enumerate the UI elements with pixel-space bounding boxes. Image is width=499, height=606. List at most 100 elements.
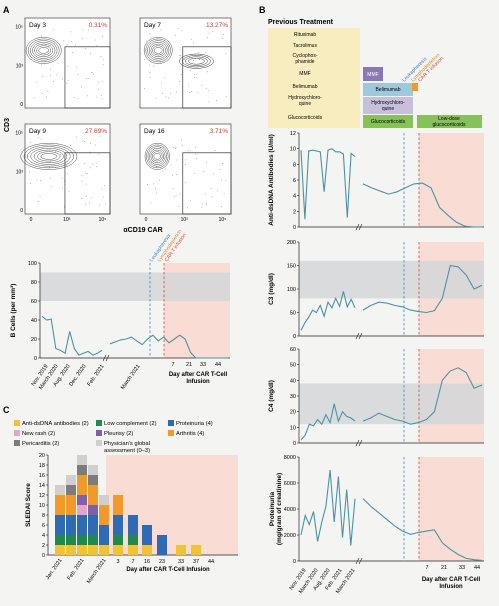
flow-event [90, 143, 91, 145]
x-day-tick: 33 [459, 565, 465, 571]
bar-segment [128, 545, 138, 555]
belimumab-bar [363, 83, 413, 96]
flow-event [40, 156, 42, 158]
flow-event [179, 193, 181, 195]
series-line-pre [300, 469, 356, 546]
flow-cytometry-panel: CD3 αCD19 CAR Day 3 0.31% 0 10³ 10⁵ Day 7 13.2… [4, 17, 232, 234]
flow-event [50, 185, 52, 187]
bar-segment [113, 515, 123, 535]
flow-event [41, 35, 42, 37]
flow-event [84, 163, 86, 164]
flow-contour [143, 36, 173, 64]
hcq-bar [363, 97, 413, 114]
flow-event [101, 98, 103, 100]
y-tick-label: 6 [42, 523, 45, 529]
flow-xlabel: αCD19 CAR [123, 227, 162, 234]
belimumab-label: Belimumab [375, 87, 400, 93]
flow-event [208, 101, 210, 103]
flow-event [188, 150, 190, 151]
y-tick-label: 10 [290, 425, 296, 431]
flow-event [202, 171, 204, 172]
flow-event [50, 69, 51, 71]
flow-event [160, 61, 162, 63]
flow-event [144, 59, 146, 61]
legend-swatch [168, 430, 174, 436]
y-tick-label: 0 [42, 553, 45, 559]
flow-event [205, 204, 207, 206]
flow-event [201, 203, 203, 205]
y-tick-label: 12 [290, 131, 296, 137]
bar-segment [66, 545, 76, 555]
flow-contour [150, 43, 166, 58]
flow-ytick: 0 [20, 208, 23, 214]
flow-event [195, 158, 197, 159]
series-line-post [362, 182, 482, 228]
sledai-chart: Anti-dsDNA antibodies (2) Low complement … [14, 420, 238, 585]
flow-event [201, 84, 203, 86]
normal-range-band [299, 383, 484, 425]
flow-event [205, 64, 207, 66]
y-tick-label: 100 [287, 287, 296, 293]
mmf-label: MMF [367, 72, 378, 78]
flow-event [194, 172, 196, 174]
chart-3: 0 10 20 30 40 50 60 C4 (mg/dl) [268, 347, 484, 447]
y-axis-label: B Cells (per mm³) [10, 284, 17, 338]
bar-segment [88, 515, 98, 535]
flow-day-label: Day 9 [29, 128, 46, 135]
flow-event [220, 179, 222, 181]
flow-event [155, 97, 157, 99]
legend-swatch [168, 420, 174, 426]
flow-event [30, 162, 32, 163]
flow-event [85, 78, 87, 79]
bar-segment [157, 535, 167, 555]
flow-event [162, 170, 163, 172]
flow-event [205, 51, 207, 53]
flow-event [187, 84, 189, 86]
flow-event [41, 92, 43, 94]
flow-contour [23, 144, 74, 169]
flow-plot-2: Day 7 13.27% [139, 17, 232, 109]
bar-segment [77, 535, 87, 545]
flow-event [72, 51, 74, 53]
flow-event [81, 198, 83, 199]
flow-event [87, 77, 89, 79]
previous-treatment-item: Hydroxychloro-quine [288, 95, 322, 107]
y-tick-label: 80 [31, 280, 37, 286]
flow-event [68, 190, 70, 192]
flow-event [46, 51, 48, 53]
y-axis-label: C4 (mg/dl) [268, 380, 275, 412]
axis-break-mark [355, 332, 360, 340]
x-day-tick: 7 [171, 362, 174, 368]
flow-xtick: 0 [30, 217, 33, 223]
flow-contour [30, 40, 58, 61]
flow-event [81, 180, 83, 182]
flow-event [29, 165, 30, 167]
flow-event [222, 163, 223, 164]
flow-event [159, 43, 161, 45]
flow-event [39, 196, 41, 197]
flow-event [167, 97, 169, 99]
flow-event [90, 167, 92, 169]
flow-event [190, 38, 192, 40]
y-tick-label: 50 [290, 363, 296, 369]
flow-event [149, 72, 151, 73]
legend-label: Low complement (2) [104, 421, 157, 427]
flow-contour [25, 36, 62, 64]
flow-event [50, 74, 51, 76]
flow-event [205, 193, 207, 195]
flow-event [146, 42, 148, 44]
flow-event [96, 45, 98, 46]
legend-swatch [96, 440, 102, 446]
flow-event [155, 188, 157, 190]
bar-segment [55, 545, 65, 555]
flow-contour [20, 142, 78, 170]
flow-event [90, 53, 92, 55]
bar-segment [142, 545, 152, 555]
flow-event [153, 65, 155, 67]
chart-2: 0 50 100 150 200 C3 (mg/dl) [268, 240, 484, 340]
flow-event [101, 188, 103, 190]
flow-event [67, 172, 69, 174]
flow-event [159, 179, 160, 181]
flow-event [151, 162, 153, 164]
y-tick-label: 12 [39, 493, 45, 499]
